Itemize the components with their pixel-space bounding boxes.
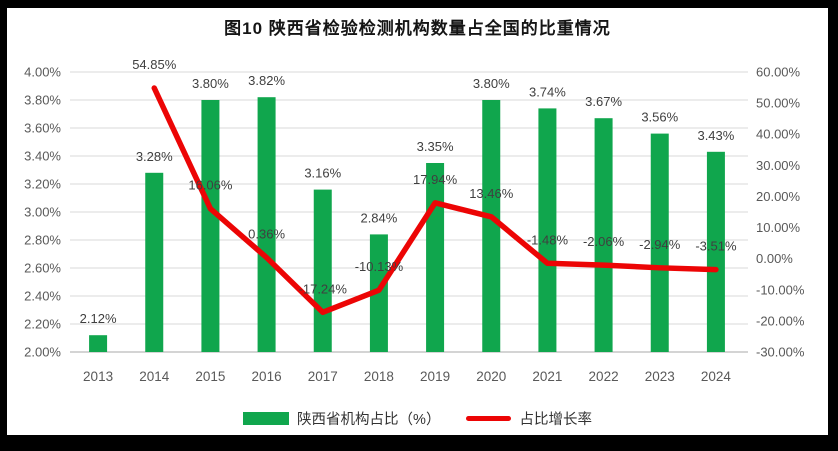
left-axis-tick-label: 4.00% bbox=[24, 65, 61, 80]
line-data-label: -2.94% bbox=[639, 237, 681, 252]
left-axis-tick-label: 3.00% bbox=[24, 205, 61, 220]
bar-data-label: 3.80% bbox=[473, 76, 510, 91]
left-axis-tick-label: 3.80% bbox=[24, 93, 61, 108]
left-axis-tick-label: 2.00% bbox=[24, 345, 61, 360]
bar bbox=[650, 133, 669, 352]
left-axis-tick-label: 3.60% bbox=[24, 121, 61, 136]
legend-item-line-series: 占比增长率 bbox=[466, 408, 592, 429]
bar bbox=[257, 97, 276, 352]
line-data-label: 0.36% bbox=[248, 227, 285, 242]
bar-data-label: 3.67% bbox=[585, 94, 622, 109]
left-axis-tick-label: 3.40% bbox=[24, 149, 61, 164]
right-axis-tick-label: 20.00% bbox=[756, 189, 801, 204]
bar-data-label: 2.12% bbox=[80, 311, 117, 326]
bar-series-swatch bbox=[243, 412, 290, 425]
x-axis-category-label: 2017 bbox=[308, 369, 338, 384]
right-axis-tick-label: 40.00% bbox=[756, 127, 801, 142]
bar bbox=[538, 108, 557, 353]
right-axis-tick-label: 50.00% bbox=[756, 96, 801, 111]
bar bbox=[426, 163, 445, 352]
line-data-label: 54.85% bbox=[132, 57, 177, 72]
line-data-label: -10.13% bbox=[355, 259, 404, 274]
x-axis-category-label: 2022 bbox=[589, 369, 619, 384]
right-axis-tick-label: -30.00% bbox=[756, 345, 805, 360]
right-axis-tick-label: -10.00% bbox=[756, 282, 805, 297]
x-axis-category-label: 2015 bbox=[195, 369, 225, 384]
right-axis-tick-label: -20.00% bbox=[756, 313, 805, 328]
bar-data-label: 3.43% bbox=[697, 128, 734, 143]
left-axis-tick-label: 2.40% bbox=[24, 289, 61, 304]
bar-data-label: 3.56% bbox=[641, 110, 678, 125]
line-data-label: 17.94% bbox=[413, 172, 458, 187]
bar bbox=[145, 172, 164, 352]
right-axis-tick-label: 10.00% bbox=[756, 220, 801, 235]
line-data-label: -17.24% bbox=[299, 281, 348, 296]
line-data-label: -3.51% bbox=[695, 239, 737, 254]
bar-data-label: 3.16% bbox=[304, 166, 341, 181]
x-axis-category-label: 2024 bbox=[701, 369, 732, 384]
x-axis-category-label: 2018 bbox=[364, 369, 394, 384]
bar-data-label: 3.80% bbox=[192, 76, 229, 91]
legend-item-bar-series: 陕西省机构占比（%） bbox=[243, 408, 440, 429]
bar bbox=[313, 189, 332, 352]
x-axis-category-label: 2016 bbox=[252, 369, 282, 384]
x-axis-category-label: 2013 bbox=[83, 369, 113, 384]
x-axis-category-label: 2020 bbox=[476, 369, 506, 384]
line-series-swatch bbox=[466, 416, 512, 421]
bar bbox=[89, 335, 108, 352]
x-axis-category-label: 2014 bbox=[139, 369, 170, 384]
bar bbox=[369, 234, 388, 352]
chart-legend: 陕西省机构占比（%） 占比增长率 bbox=[7, 408, 828, 429]
line-data-label: 13.46% bbox=[469, 186, 514, 201]
left-axis-tick-label: 2.80% bbox=[24, 233, 61, 248]
line-data-label: -2.06% bbox=[583, 234, 625, 249]
bar bbox=[594, 118, 613, 352]
left-axis-tick-label: 3.20% bbox=[24, 177, 61, 192]
bar bbox=[706, 151, 725, 352]
x-axis-category-label: 2023 bbox=[645, 369, 675, 384]
bar-data-label: 2.84% bbox=[360, 210, 397, 225]
right-axis-tick-label: 0.00% bbox=[756, 251, 793, 266]
bar-data-label: 3.74% bbox=[529, 84, 566, 99]
right-axis-tick-label: 30.00% bbox=[756, 158, 801, 173]
x-axis-category-label: 2019 bbox=[420, 369, 450, 384]
bar-data-label: 3.35% bbox=[417, 139, 454, 154]
legend-label-bar-series: 陕西省机构占比（%） bbox=[297, 412, 441, 428]
x-axis-category-label: 2021 bbox=[532, 369, 562, 384]
left-axis-tick-label: 2.20% bbox=[24, 317, 61, 332]
line-data-label: -1.48% bbox=[527, 232, 569, 247]
chart-plot: 4.00% 3.80% 3.60% 3.40% 3.20% 3.00% 2.80% 2.60%… bbox=[24, 57, 805, 384]
line-data-label: 16.06% bbox=[188, 178, 233, 193]
right-axis-tick-label: 60.00% bbox=[756, 65, 801, 80]
growth-rate-line bbox=[151, 85, 719, 316]
chart-container: 图10 陕西省检验检测机构数量占全国的比重情况 4.00% 3.80% 3.60% 3… bbox=[7, 8, 828, 435]
bar bbox=[201, 100, 220, 352]
bar-data-label: 3.82% bbox=[248, 73, 285, 88]
bar-data-label: 3.28% bbox=[136, 149, 173, 164]
left-axis-tick-label: 2.60% bbox=[24, 261, 61, 276]
bar bbox=[482, 100, 501, 352]
legend-label-line-series: 占比增长率 bbox=[519, 412, 592, 428]
chart-title: 图10 陕西省检验检测机构数量占全国的比重情况 bbox=[224, 19, 611, 38]
